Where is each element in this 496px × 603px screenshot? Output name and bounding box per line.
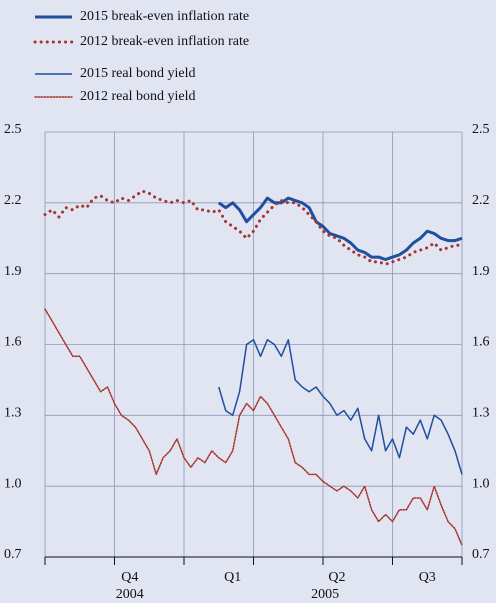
- y-tick-label: 1.6: [4, 335, 22, 350]
- y2-tick-label: 1.3: [472, 406, 490, 421]
- year-label: 2005: [311, 587, 339, 602]
- y-tick-label: 2.5: [4, 122, 22, 137]
- y-tick-label: 1.0: [4, 476, 22, 491]
- line-series: [217, 196, 463, 261]
- y2-tick-label: 1.9: [472, 264, 490, 279]
- quarter-label: Q1: [224, 570, 241, 585]
- y-tick-label: 0.7: [4, 547, 22, 562]
- quarter-label: Q3: [419, 570, 436, 585]
- quarter-label: Q2: [328, 570, 345, 585]
- line-series: [218, 339, 463, 475]
- line-series: [43, 189, 464, 266]
- line-series: [44, 308, 463, 546]
- y-tick-label: 1.9: [4, 264, 22, 279]
- y2-tick-label: 2.5: [472, 122, 490, 137]
- quarter-label: Q4: [121, 570, 138, 585]
- y2-tick-label: 1.6: [472, 335, 490, 350]
- y2-tick-label: 0.7: [472, 547, 490, 562]
- y-tick-label: 1.3: [4, 406, 22, 421]
- y-tick-label: 2.2: [4, 193, 22, 208]
- legend-label: 2015 break-even inflation rate: [80, 9, 249, 24]
- y2-tick-label: 1.0: [472, 476, 490, 491]
- legend-label: 2015 real bond yield: [80, 66, 195, 81]
- y2-tick-label: 2.2: [472, 193, 490, 208]
- legend-label: 2012 real bond yield: [80, 89, 195, 104]
- legend-label: 2012 break-even inflation rate: [80, 34, 249, 49]
- year-label: 2004: [116, 587, 144, 602]
